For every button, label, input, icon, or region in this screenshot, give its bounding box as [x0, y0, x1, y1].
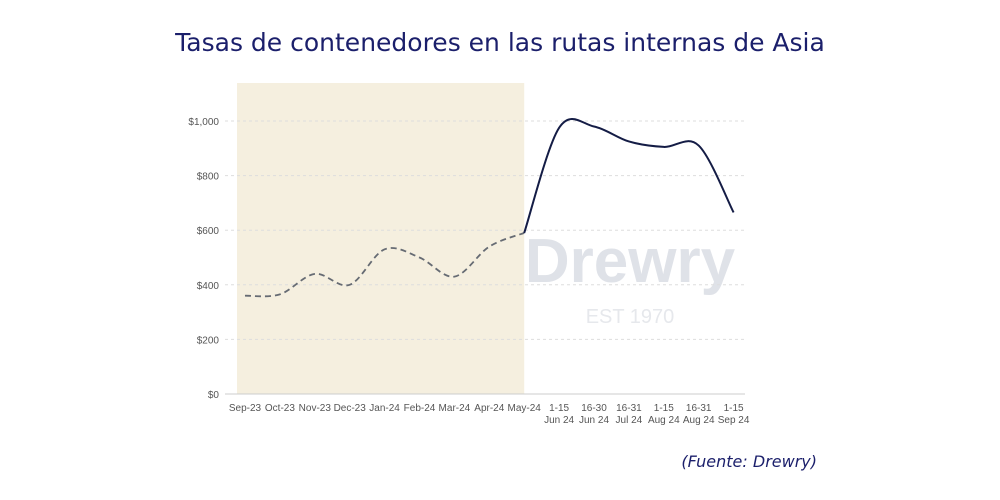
chart-title: Tasas de contenedores en las rutas inter…	[175, 28, 825, 57]
x-tick-label: 1-15	[549, 403, 569, 414]
y-tick-label: $0	[208, 390, 220, 401]
x-tick-label: Mar-24	[439, 403, 471, 414]
y-tick-label: $800	[197, 172, 220, 183]
x-tick-label: Jun 24	[544, 415, 574, 426]
x-tick-label: Jul 24	[616, 415, 643, 426]
y-tick-label: $200	[197, 335, 220, 346]
x-tick-label: Jun 24	[579, 415, 609, 426]
x-tick-label: Nov-23	[299, 403, 332, 414]
x-tick-label: Feb-24	[404, 403, 436, 414]
x-tick-label: Jan-24	[369, 403, 400, 414]
x-tick-label: Aug 24	[683, 415, 715, 426]
x-tick-label: Aug 24	[648, 415, 680, 426]
x-tick-label: 1-15	[654, 403, 674, 414]
shaded-region	[237, 83, 525, 394]
y-tick-label: $1,000	[188, 117, 219, 128]
x-tick-label: 1-15	[724, 403, 744, 414]
x-tick-label: 16-31	[686, 403, 712, 414]
x-tick-label: Apr-24	[474, 403, 504, 414]
watermark-logo: Drewry	[525, 227, 736, 296]
y-tick-label: $600	[197, 226, 220, 237]
x-tick-label: Oct-23	[265, 403, 295, 414]
x-tick-label: Dec-23	[334, 403, 367, 414]
x-tick-label: May-24	[508, 403, 542, 414]
x-tick-label: Sep 24	[718, 415, 750, 426]
x-tick-label: 16-31	[616, 403, 642, 414]
watermark-sub: EST 1970	[586, 306, 675, 328]
x-tick-label: 16-30	[581, 403, 607, 414]
x-tick-label: Sep-23	[229, 403, 262, 414]
y-tick-label: $400	[197, 281, 220, 292]
source-note: (Fuente: Drewry)	[681, 452, 817, 471]
